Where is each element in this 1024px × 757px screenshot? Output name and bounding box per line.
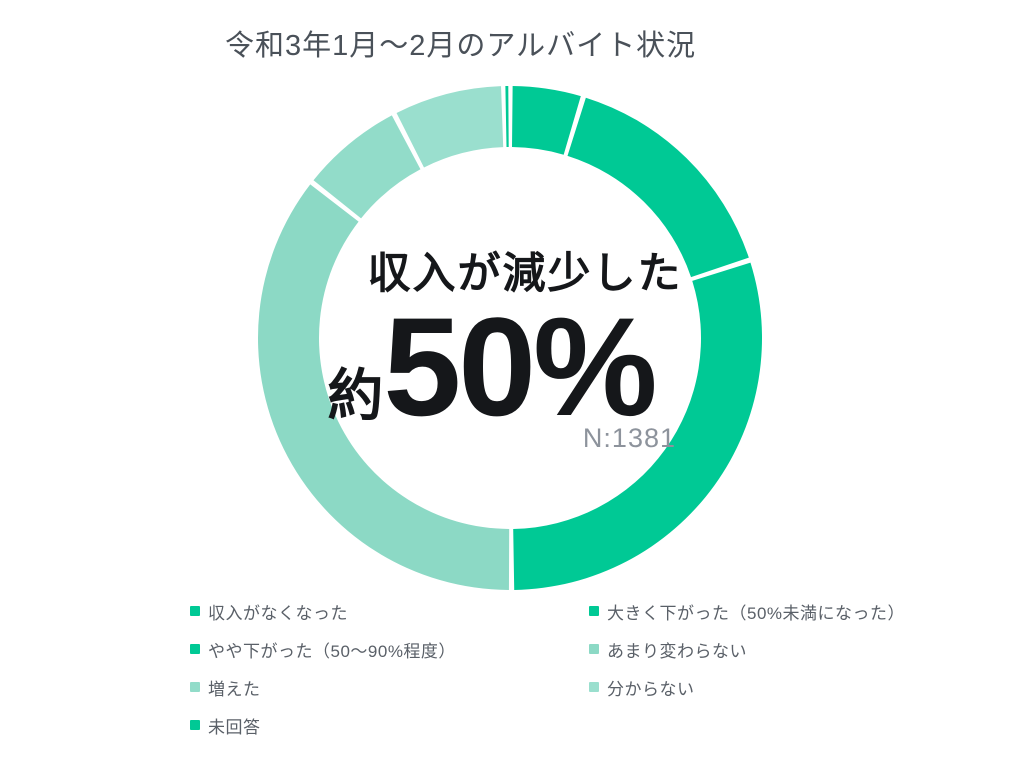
legend-marker-icon: [589, 682, 599, 692]
donut-segment-1[interactable]: [567, 97, 749, 278]
legend-column-right: 大きく下がった（50%未満になった） あまり変わらない 分からない: [589, 601, 905, 715]
legend-marker-icon: [190, 606, 200, 616]
legend-marker-icon: [190, 644, 200, 654]
legend-item-no-change[interactable]: あまり変わらない: [589, 639, 905, 661]
legend-column-left: 収入がなくなった やや下がった（50〜90%程度） 増えた 未回答: [190, 601, 456, 753]
donut-segment-6[interactable]: [505, 86, 509, 148]
legend-item-dont-know[interactable]: 分からない: [589, 677, 905, 699]
legend-marker-icon: [589, 606, 599, 616]
donut-segment-3[interactable]: [258, 184, 510, 590]
donut-segment-4[interactable]: [313, 115, 421, 219]
legend-label: やや下がった（50〜90%程度）: [208, 641, 456, 661]
legend-item-no-answer[interactable]: 未回答: [190, 715, 456, 737]
legend-marker-icon: [190, 682, 200, 692]
donut-segment-2[interactable]: [513, 262, 762, 590]
legend-label: 分からない: [607, 679, 695, 699]
donut-chart: [258, 86, 762, 590]
legend-label: 増えた: [208, 679, 261, 699]
legend-item-increased[interactable]: 増えた: [190, 677, 456, 699]
legend-marker-icon: [190, 720, 200, 730]
legend-label: あまり変わらない: [607, 641, 747, 661]
donut-svg: [258, 86, 762, 590]
legend-marker-icon: [589, 644, 599, 654]
legend-item-slightly-decreased[interactable]: やや下がった（50〜90%程度）: [190, 639, 456, 661]
chart-title: 令和3年1月〜2月のアルバイト状況: [225, 30, 697, 62]
legend-item-income-gone[interactable]: 収入がなくなった: [190, 601, 456, 623]
donut-segment-0[interactable]: [512, 86, 581, 155]
legend-item-greatly-decreased[interactable]: 大きく下がった（50%未満になった）: [589, 601, 906, 623]
legend-label: 収入がなくなった: [208, 603, 348, 623]
legend-label: 大きく下がった（50%未満になった）: [607, 603, 906, 623]
legend-label: 未回答: [208, 717, 261, 737]
donut-segment-5[interactable]: [396, 86, 504, 168]
